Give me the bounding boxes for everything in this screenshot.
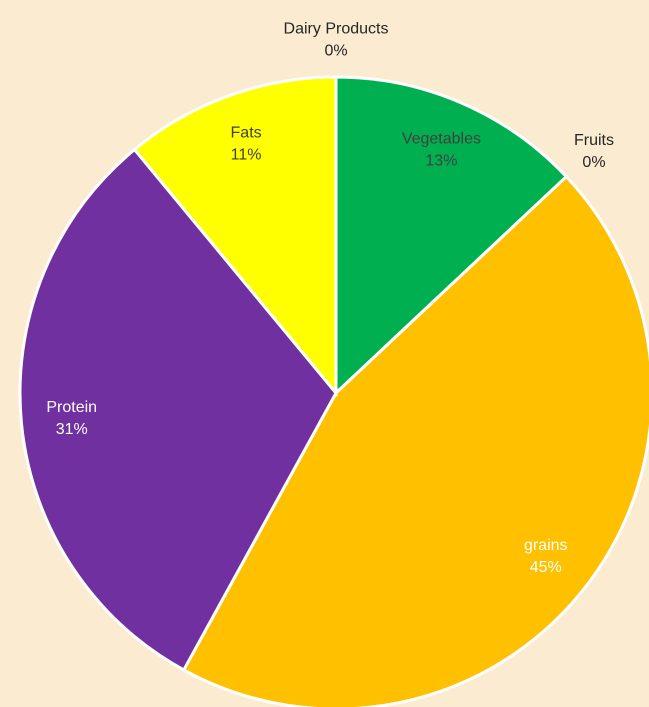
pie-slice bbox=[132, 75, 338, 398]
slice-value-label: 31% bbox=[56, 421, 88, 438]
slice-value-label: 13% bbox=[425, 153, 457, 170]
slice-label: Fruits bbox=[574, 132, 614, 149]
slice-value-label: 45% bbox=[530, 559, 562, 576]
slice-label: Dairy Products bbox=[284, 20, 389, 37]
slice-value-label: 0% bbox=[324, 42, 347, 59]
slice-label: Vegetables bbox=[402, 131, 481, 148]
slice-label: Protein bbox=[46, 399, 97, 416]
pie-slice bbox=[18, 147, 338, 672]
slice-label: Fats bbox=[231, 124, 262, 141]
slice-value-label: 0% bbox=[582, 154, 605, 171]
pie-slice bbox=[334, 75, 569, 397]
slice-value-label: 11% bbox=[231, 146, 262, 163]
slice-label: grains bbox=[524, 537, 568, 554]
pie-slice bbox=[181, 174, 649, 707]
